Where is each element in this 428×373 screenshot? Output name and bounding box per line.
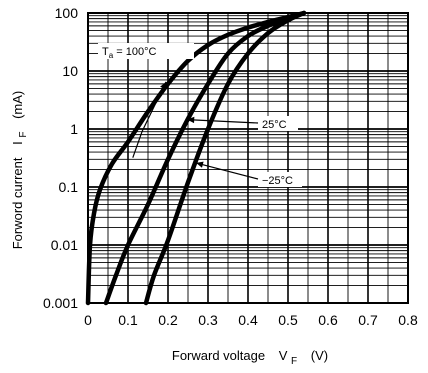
- x-axis-title-unit: (V): [311, 348, 328, 363]
- x-tick-label: 0.3: [198, 312, 218, 328]
- curve-label-100c-subscript: a: [109, 51, 114, 60]
- x-tick-label: 0.1: [118, 312, 138, 328]
- curve-labels: Ta = 100°C 25°C −25°C: [98, 43, 302, 187]
- x-tick-label: 0.2: [158, 312, 178, 328]
- curve-label-25c-leader: [187, 119, 259, 124]
- x-tick-label: 0.7: [358, 312, 378, 328]
- curve-label-minus25c-arrowhead: [196, 161, 204, 168]
- x-axis-title-subscript: F: [291, 356, 297, 367]
- x-tick-label: 0.4: [238, 312, 258, 328]
- curve-label-minus25c-background: [258, 172, 302, 187]
- x-axis-ticks: 0 0.1 0.2 0.3 0.4 0.5 0.6 0.7 0.8: [84, 312, 418, 328]
- y-axis-ticks: 100 10 1 0.1 0.01 0.001: [43, 5, 78, 311]
- y-tick-label: 0.01: [51, 237, 78, 253]
- curve-label-minus25c: −25°C: [262, 175, 293, 187]
- curve-label-100c-leader: [141, 81, 167, 132]
- x-axis-title-symbol: V: [279, 348, 288, 363]
- curve-label-25c-background: [258, 116, 298, 131]
- curves: [85, 10, 307, 306]
- y-tick-label: 0.1: [59, 179, 79, 195]
- curve-25c: [103, 10, 307, 306]
- x-axis-title-main: Forward voltage: [172, 348, 265, 363]
- y-axis-title-unit: (mA): [10, 91, 25, 119]
- curve-label-100c-arrowhead: [160, 81, 166, 90]
- curve-label-minus25c-leader: [195, 162, 259, 180]
- x-tick-label: 0.8: [398, 312, 418, 328]
- y-tick-label: 1: [70, 121, 78, 137]
- y-axis-title-subscript: F: [18, 132, 29, 138]
- plot-frame: [87, 12, 409, 304]
- x-tick-label: 0.6: [318, 312, 338, 328]
- curve-label-100c: Ta = 100°C: [102, 46, 156, 60]
- curve-label-25c: 25°C: [262, 119, 287, 131]
- y-axis-title-symbol: I: [10, 141, 25, 145]
- y-tick-label: 0.001: [43, 295, 78, 311]
- grid: [88, 13, 408, 303]
- curve-label-100c-symbol: T: [102, 46, 109, 58]
- curve-minus25c: [143, 10, 307, 306]
- curve-label-100c-value: = 100°C: [113, 46, 156, 58]
- x-tick-label: 0: [84, 312, 92, 328]
- y-tick-label: 10: [62, 63, 78, 79]
- curve-label-100c-background: [98, 43, 194, 59]
- curve-label-25c-arrowhead: [187, 116, 195, 124]
- y-axis-title-main: Forword current: [10, 157, 25, 249]
- x-axis-title: Forward voltage V F (V): [172, 348, 328, 367]
- curve-100c: [85, 10, 307, 306]
- x-tick-label: 0.5: [278, 312, 298, 328]
- y-tick-label: 100: [55, 5, 79, 21]
- curve-label-100c-leader-tail: [132, 131, 143, 158]
- y-axis-title: Forword current I F (mA): [10, 91, 29, 250]
